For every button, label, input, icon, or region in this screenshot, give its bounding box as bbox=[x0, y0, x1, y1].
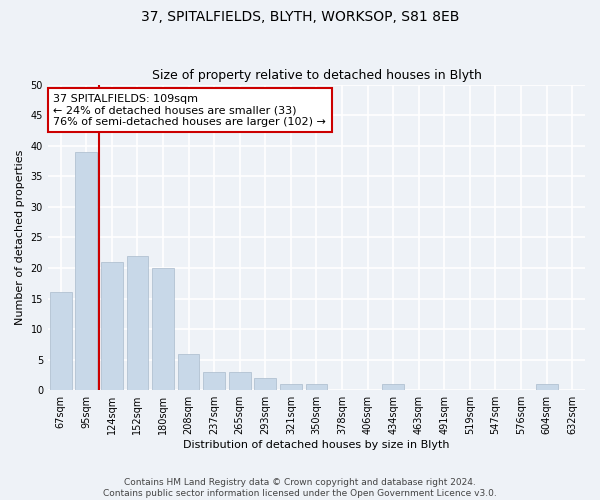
Bar bbox=[76, 152, 97, 390]
Bar bbox=[127, 256, 148, 390]
Bar bbox=[280, 384, 302, 390]
Bar bbox=[536, 384, 557, 390]
Text: 37 SPITALFIELDS: 109sqm
← 24% of detached houses are smaller (33)
76% of semi-de: 37 SPITALFIELDS: 109sqm ← 24% of detache… bbox=[53, 94, 326, 127]
Bar bbox=[152, 268, 174, 390]
Title: Size of property relative to detached houses in Blyth: Size of property relative to detached ho… bbox=[152, 69, 481, 82]
Bar bbox=[50, 292, 71, 390]
Bar bbox=[101, 262, 123, 390]
Text: Contains HM Land Registry data © Crown copyright and database right 2024.
Contai: Contains HM Land Registry data © Crown c… bbox=[103, 478, 497, 498]
X-axis label: Distribution of detached houses by size in Blyth: Distribution of detached houses by size … bbox=[183, 440, 450, 450]
Text: 37, SPITALFIELDS, BLYTH, WORKSOP, S81 8EB: 37, SPITALFIELDS, BLYTH, WORKSOP, S81 8E… bbox=[141, 10, 459, 24]
Bar bbox=[229, 372, 251, 390]
Bar bbox=[178, 354, 199, 390]
Bar bbox=[203, 372, 225, 390]
Bar bbox=[382, 384, 404, 390]
Bar bbox=[254, 378, 276, 390]
Bar bbox=[305, 384, 328, 390]
Y-axis label: Number of detached properties: Number of detached properties bbox=[15, 150, 25, 325]
